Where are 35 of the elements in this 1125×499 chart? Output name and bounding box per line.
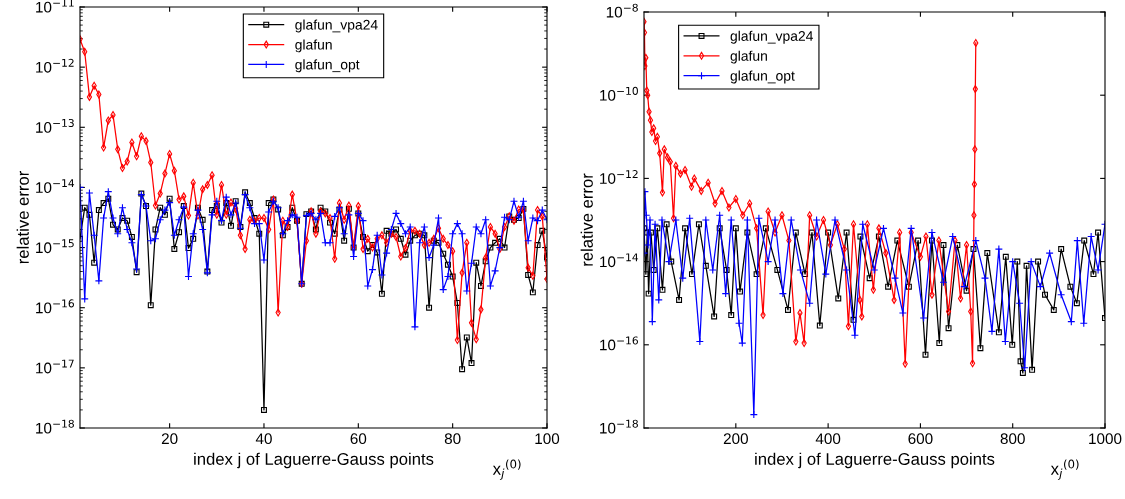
- y-tick-label: 10$^{−10}$: [600, 86, 638, 101]
- y-tick-label: 10$^{−12}$: [36, 58, 74, 73]
- y-axis-title: relative error: [580, 173, 593, 266]
- legend-label: glafun_vpa24: [730, 30, 813, 44]
- y-tick-label: 10$^{−8}$: [606, 3, 638, 18]
- x-tick-label: 40: [255, 433, 272, 445]
- x-tick-label: 600: [908, 433, 933, 445]
- x-tick-label: 80: [444, 433, 461, 445]
- y-tick-label: 10$^{−18}$: [600, 419, 638, 434]
- x-tick-label: 60: [350, 433, 367, 445]
- x-axis-title: index j of Laguerre-Gauss points: [755, 452, 995, 469]
- x-tick-label: 200: [723, 433, 748, 445]
- x-tick-label: 1000: [1089, 433, 1122, 445]
- x-axis-title: index j of Laguerre-Gauss points: [194, 452, 434, 469]
- y-tick-label: 10$^{−16}$: [600, 336, 638, 351]
- x-tick-label: 800: [1000, 433, 1025, 445]
- y-axis-title: relative error: [16, 171, 29, 264]
- y-tick-label: 10$^{−12}$: [600, 170, 638, 184]
- legend-label: glafun: [295, 39, 332, 53]
- legend-label: glafun_opt: [730, 70, 795, 84]
- y-tick-label: 10$^{−14}$: [36, 179, 75, 194]
- text: x$_{j}$$^{(0)}$: [1050, 459, 1079, 480]
- legend-label: glafun_opt: [295, 59, 360, 73]
- y-tick-label: 10$^{−14}$: [600, 253, 639, 268]
- y-tick-label: 10$^{−16}$: [36, 299, 74, 314]
- y-tick-label: 10$^{−18}$: [36, 419, 74, 434]
- text: x$_{j}$$^{(0)}$: [492, 459, 521, 480]
- legend-label: glafun_vpa24: [295, 19, 378, 33]
- y-tick-label: 10$^{−15}$: [36, 239, 74, 254]
- y-tick-label: 10$^{−17}$: [36, 359, 74, 374]
- x-tick-label: 20: [161, 433, 178, 445]
- y-tick-label: 10$^{−13}$: [36, 118, 74, 133]
- x-tick-label: 100: [535, 433, 560, 445]
- x-tick-label: 400: [815, 433, 841, 445]
- legend-label: glafun: [730, 50, 767, 64]
